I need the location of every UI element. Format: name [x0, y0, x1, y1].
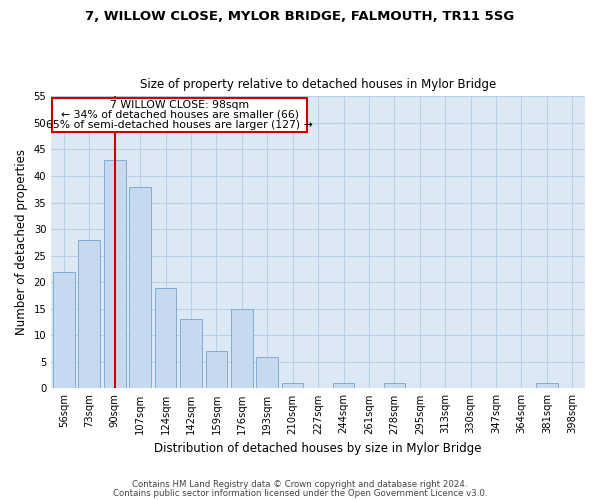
Text: 7, WILLOW CLOSE, MYLOR BRIDGE, FALMOUTH, TR11 5SG: 7, WILLOW CLOSE, MYLOR BRIDGE, FALMOUTH,…: [85, 10, 515, 23]
Text: Contains public sector information licensed under the Open Government Licence v3: Contains public sector information licen…: [113, 490, 487, 498]
Bar: [104, 160, 125, 388]
Bar: [536, 383, 557, 388]
Text: 7 WILLOW CLOSE: 98sqm: 7 WILLOW CLOSE: 98sqm: [110, 100, 249, 110]
Bar: [282, 383, 304, 388]
Bar: [79, 240, 100, 388]
Bar: [333, 383, 355, 388]
Bar: [383, 383, 405, 388]
Y-axis label: Number of detached properties: Number of detached properties: [15, 150, 28, 336]
Text: ← 34% of detached houses are smaller (66): ← 34% of detached houses are smaller (66…: [61, 110, 299, 120]
Bar: [130, 186, 151, 388]
Bar: [155, 288, 176, 388]
X-axis label: Distribution of detached houses by size in Mylor Bridge: Distribution of detached houses by size …: [154, 442, 482, 455]
Bar: [206, 352, 227, 389]
Title: Size of property relative to detached houses in Mylor Bridge: Size of property relative to detached ho…: [140, 78, 496, 91]
Bar: [231, 309, 253, 388]
FancyBboxPatch shape: [52, 98, 307, 132]
Bar: [256, 356, 278, 388]
Text: Contains HM Land Registry data © Crown copyright and database right 2024.: Contains HM Land Registry data © Crown c…: [132, 480, 468, 489]
Text: 65% of semi-detached houses are larger (127) →: 65% of semi-detached houses are larger (…: [46, 120, 313, 130]
Bar: [53, 272, 74, 388]
Bar: [180, 320, 202, 388]
